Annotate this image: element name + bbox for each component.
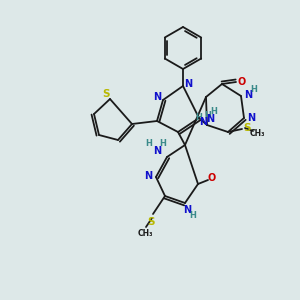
Text: S: S <box>102 89 110 99</box>
Text: N: N <box>206 114 214 124</box>
Text: H: H <box>196 112 202 122</box>
Text: N: N <box>199 117 207 127</box>
Text: N: N <box>153 146 161 156</box>
Text: N: N <box>184 79 192 89</box>
Text: O: O <box>208 173 216 183</box>
Text: H: H <box>146 140 152 148</box>
Text: H: H <box>190 212 196 220</box>
Text: H: H <box>160 140 167 148</box>
Text: H: H <box>250 85 257 94</box>
Text: H: H <box>211 106 218 116</box>
Text: N: N <box>244 90 252 100</box>
Text: S: S <box>147 217 155 227</box>
Text: N: N <box>183 205 191 215</box>
Text: S: S <box>243 123 251 133</box>
Text: N: N <box>144 171 152 181</box>
Text: N: N <box>153 92 161 102</box>
Text: N: N <box>247 113 255 123</box>
Text: O: O <box>238 77 246 87</box>
Text: CH₃: CH₃ <box>137 229 153 238</box>
Text: CH₃: CH₃ <box>249 128 265 137</box>
Text: H: H <box>205 110 212 119</box>
